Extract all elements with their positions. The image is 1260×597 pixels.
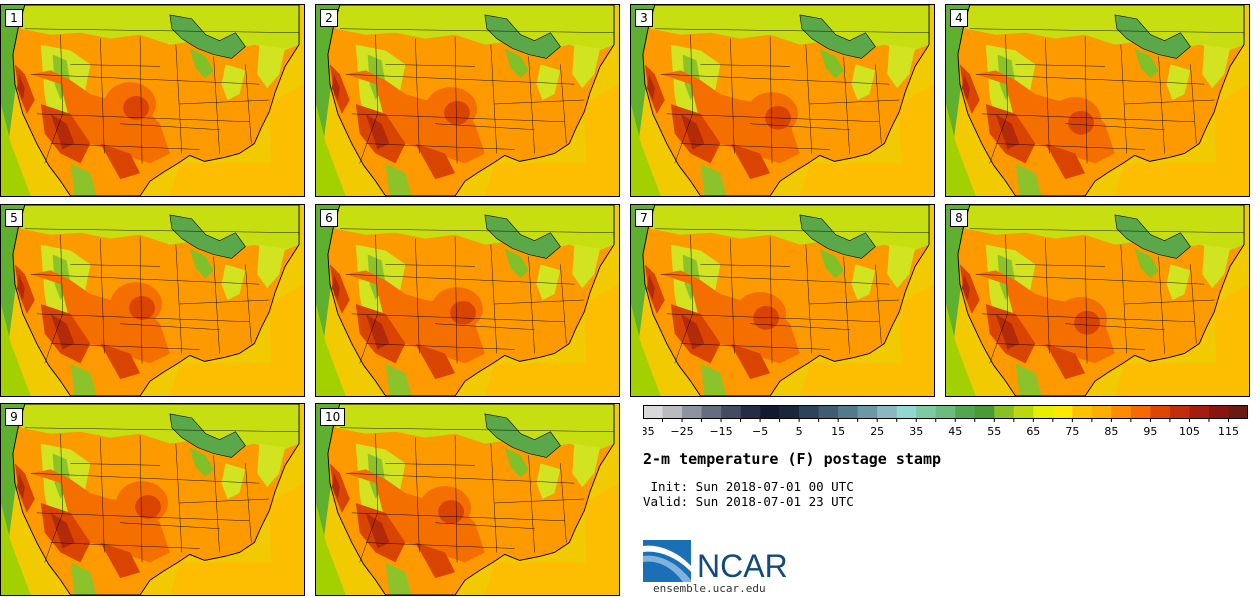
ensemble-member-panel: 9 [0,403,305,596]
ensemble-member-panel: 7 [630,204,935,397]
colorbar-segment [779,405,800,418]
colorbar-tick-label: 115 [1218,425,1239,438]
temperature-map [1,404,304,595]
ensemble-member-panel: 5 [0,204,305,397]
temperature-map [631,5,934,196]
colorbar-segment [1208,405,1229,418]
colorbar-tick-label: 55 [987,425,1001,438]
colorbar-tick-label: 45 [948,425,962,438]
temperature-map [316,5,619,196]
colorbar-tick-label: 15 [831,425,845,438]
temperature-colorbar: −35 −25 −15 −5 5 15 25 35 45 55 65 75 85 95 105 115 [643,405,1248,438]
colorbar-segment [994,405,1015,418]
colorbar-segment [1072,405,1093,418]
temperature-map [316,404,619,595]
member-number-label: 5 [5,209,23,227]
init-time-label: Init: Sun 2018-07-01 00 UTC [643,479,854,494]
colorbar-segment [643,405,663,418]
colorbar-segment [1169,405,1190,418]
colorbar-segment [955,405,976,418]
temperature-map [946,205,1249,396]
colorbar-segment [916,405,937,418]
colorbar-tick-label: 25 [870,425,884,438]
colorbar-segment [1013,405,1034,418]
colorbar-segment [896,405,917,418]
member-number-label: 8 [950,209,968,227]
member-number-label: 7 [635,209,653,227]
colorbar-tick-label: 105 [1179,425,1200,438]
colorbar-segment [682,405,702,418]
colorbar-tick-label: 65 [1026,425,1040,438]
colorbar-segment [857,405,878,418]
colorbar-segment [1189,405,1210,418]
colorbar-segment [662,405,683,418]
ncar-logo: NCAR [643,540,788,582]
colorbar-segment [1091,405,1112,418]
colorbar-tick-label: 85 [1104,425,1118,438]
colorbar-segment [1033,405,1054,418]
colorbar-segment [935,405,956,418]
member-number-label: 10 [320,408,346,426]
ensemble-member-panel: 4 [945,4,1250,197]
colorbar-segment [740,405,761,418]
ncar-logo-text: NCAR [697,548,788,582]
colorbar-tick-label: −15 [709,425,732,438]
colorbar-segment [1150,405,1171,418]
colorbar-segment [974,405,995,418]
ensemble-member-panel: 10 [315,403,620,596]
member-number-label: 6 [320,209,338,227]
ensemble-member-panel: 6 [315,204,620,397]
colorbar-segment [1052,405,1073,418]
ensemble-member-panel: 3 [630,4,935,197]
temperature-map [631,205,934,396]
colorbar-segment [818,405,839,418]
member-number-label: 3 [635,9,653,27]
colorbar-tick-label: 75 [1065,425,1079,438]
colorbar-tick-label: 35 [909,425,923,438]
member-number-label: 2 [320,9,338,27]
colorbar-segment [799,405,819,418]
temperature-map [1,5,304,196]
valid-time-label: Valid: Sun 2018-07-01 23 UTC [643,494,854,509]
site-url: ensemble.ucar.edu [653,582,766,595]
member-number-label: 1 [5,9,23,27]
colorbar-segment [877,405,898,418]
ensemble-member-panel: 1 [0,4,305,197]
colorbar-segment [701,405,722,418]
colorbar-segment [760,405,780,418]
colorbar-tick-label: −25 [670,425,693,438]
member-number-label: 9 [5,408,23,426]
colorbar-segment [838,405,858,418]
colorbar-segment [1111,405,1132,418]
ensemble-member-panel: 2 [315,4,620,197]
temperature-map [1,205,304,396]
colorbar-tick-label: 5 [796,425,803,438]
colorbar-segment [721,405,741,418]
colorbar-tick-label: 95 [1143,425,1157,438]
temperature-map [946,5,1249,196]
colorbar-segment [1130,405,1151,418]
colorbar-tick-label: −35 [643,425,655,438]
chart-title: 2-m temperature (F) postage stamp [643,450,942,468]
ensemble-member-panel: 8 [945,204,1250,397]
colorbar-segment [1228,405,1248,418]
member-number-label: 4 [950,9,968,27]
temperature-map [316,205,619,396]
colorbar-tick-label: −5 [752,425,768,438]
